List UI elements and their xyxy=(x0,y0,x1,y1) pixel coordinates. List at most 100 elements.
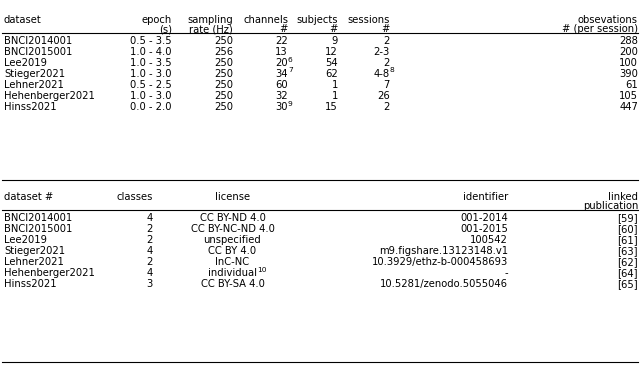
Text: 4: 4 xyxy=(147,213,153,223)
Text: 1.0 - 3.0: 1.0 - 3.0 xyxy=(131,91,172,101)
Text: 62: 62 xyxy=(325,69,338,79)
Text: Stieger2021: Stieger2021 xyxy=(4,246,65,256)
Text: BNCI2014001: BNCI2014001 xyxy=(4,36,72,46)
Text: 256: 256 xyxy=(214,47,233,57)
Text: #: # xyxy=(280,24,288,34)
Text: unspecified: unspecified xyxy=(204,235,261,245)
Text: CC BY-ND 4.0: CC BY-ND 4.0 xyxy=(200,213,266,223)
Text: [63]: [63] xyxy=(618,246,638,256)
Text: 1.0 - 3.0: 1.0 - 3.0 xyxy=(131,69,172,79)
Text: 8: 8 xyxy=(390,67,395,74)
Text: 15: 15 xyxy=(325,102,338,112)
Text: Lee2019: Lee2019 xyxy=(4,58,47,68)
Text: 7: 7 xyxy=(383,80,390,90)
Text: 250: 250 xyxy=(214,36,233,46)
Text: [59]: [59] xyxy=(618,213,638,223)
Text: 0.5 - 2.5: 0.5 - 2.5 xyxy=(131,80,172,90)
Text: 2: 2 xyxy=(147,224,153,234)
Text: Lee2019: Lee2019 xyxy=(4,235,47,245)
Text: 1.0 - 3.5: 1.0 - 3.5 xyxy=(131,58,172,68)
Text: Hinss2021: Hinss2021 xyxy=(4,102,56,112)
Text: 2: 2 xyxy=(147,257,153,267)
Text: # (per session): # (per session) xyxy=(562,24,638,34)
Text: 2: 2 xyxy=(383,36,390,46)
Text: Hehenberger2021: Hehenberger2021 xyxy=(4,91,95,101)
Text: 200: 200 xyxy=(619,47,638,57)
Text: 9: 9 xyxy=(332,36,338,46)
Text: 60: 60 xyxy=(275,80,288,90)
Text: InC-NC: InC-NC xyxy=(216,257,250,267)
Text: 10: 10 xyxy=(257,266,266,272)
Text: 001-2015: 001-2015 xyxy=(460,224,508,234)
Text: linked: linked xyxy=(608,192,638,202)
Text: #: # xyxy=(381,24,390,34)
Text: BNCI2015001: BNCI2015001 xyxy=(4,224,72,234)
Text: 3: 3 xyxy=(147,279,153,289)
Text: CC BY-SA 4.0: CC BY-SA 4.0 xyxy=(200,279,264,289)
Text: 2: 2 xyxy=(383,58,390,68)
Text: identifier: identifier xyxy=(463,192,508,202)
Text: 105: 105 xyxy=(619,91,638,101)
Text: 2: 2 xyxy=(383,102,390,112)
Text: 4-8: 4-8 xyxy=(374,69,390,79)
Text: (s): (s) xyxy=(159,24,172,34)
Text: 30: 30 xyxy=(275,102,288,112)
Text: individual: individual xyxy=(208,268,257,278)
Text: [62]: [62] xyxy=(618,257,638,267)
Text: 001-2014: 001-2014 xyxy=(460,213,508,223)
Text: [64]: [64] xyxy=(618,268,638,278)
Text: 0.5 - 3.5: 0.5 - 3.5 xyxy=(131,36,172,46)
Text: subjects: subjects xyxy=(296,15,338,25)
Text: 100: 100 xyxy=(619,58,638,68)
Text: classes: classes xyxy=(116,192,153,202)
Text: BNCI2014001: BNCI2014001 xyxy=(4,213,72,223)
Text: 250: 250 xyxy=(214,58,233,68)
Text: 2-3: 2-3 xyxy=(374,47,390,57)
Text: 34: 34 xyxy=(275,69,288,79)
Text: Hehenberger2021: Hehenberger2021 xyxy=(4,268,95,278)
Text: 10.3929/ethz-b-000458693: 10.3929/ethz-b-000458693 xyxy=(372,257,508,267)
Text: epoch: epoch xyxy=(141,15,172,25)
Text: Stieger2021: Stieger2021 xyxy=(4,69,65,79)
Text: 288: 288 xyxy=(619,36,638,46)
Text: [65]: [65] xyxy=(618,279,638,289)
Text: 4: 4 xyxy=(147,246,153,256)
Text: 1: 1 xyxy=(332,80,338,90)
Text: 250: 250 xyxy=(214,80,233,90)
Text: 6: 6 xyxy=(288,57,292,63)
Text: #: # xyxy=(330,24,338,34)
Text: 13: 13 xyxy=(275,47,288,57)
Text: 7: 7 xyxy=(288,67,292,74)
Text: 250: 250 xyxy=(214,69,233,79)
Text: obsevations: obsevations xyxy=(578,15,638,25)
Text: 447: 447 xyxy=(619,102,638,112)
Text: dataset: dataset xyxy=(4,15,42,25)
Text: CC BY 4.0: CC BY 4.0 xyxy=(209,246,257,256)
Text: license: license xyxy=(215,192,250,202)
Text: [60]: [60] xyxy=(618,224,638,234)
Text: 1.0 - 4.0: 1.0 - 4.0 xyxy=(131,47,172,57)
Text: 9: 9 xyxy=(288,101,292,107)
Text: 12: 12 xyxy=(325,47,338,57)
Text: 250: 250 xyxy=(214,102,233,112)
Text: rate (Hz): rate (Hz) xyxy=(189,24,233,34)
Text: -: - xyxy=(504,268,508,278)
Text: 32: 32 xyxy=(275,91,288,101)
Text: sessions: sessions xyxy=(348,15,390,25)
Text: sampling: sampling xyxy=(188,15,233,25)
Text: 20: 20 xyxy=(275,58,288,68)
Text: 54: 54 xyxy=(325,58,338,68)
Text: m9.figshare.13123148.v1: m9.figshare.13123148.v1 xyxy=(379,246,508,256)
Text: 10.5281/zenodo.5055046: 10.5281/zenodo.5055046 xyxy=(380,279,508,289)
Text: 100542: 100542 xyxy=(470,235,508,245)
Text: 4: 4 xyxy=(147,268,153,278)
Text: 250: 250 xyxy=(214,91,233,101)
Text: BNCI2015001: BNCI2015001 xyxy=(4,47,72,57)
Text: 0.0 - 2.0: 0.0 - 2.0 xyxy=(131,102,172,112)
Text: 26: 26 xyxy=(377,91,390,101)
Text: Lehner2021: Lehner2021 xyxy=(4,257,64,267)
Text: channels: channels xyxy=(243,15,288,25)
Text: CC BY-NC-ND 4.0: CC BY-NC-ND 4.0 xyxy=(191,224,275,234)
Text: Hinss2021: Hinss2021 xyxy=(4,279,56,289)
Text: publication: publication xyxy=(582,201,638,211)
